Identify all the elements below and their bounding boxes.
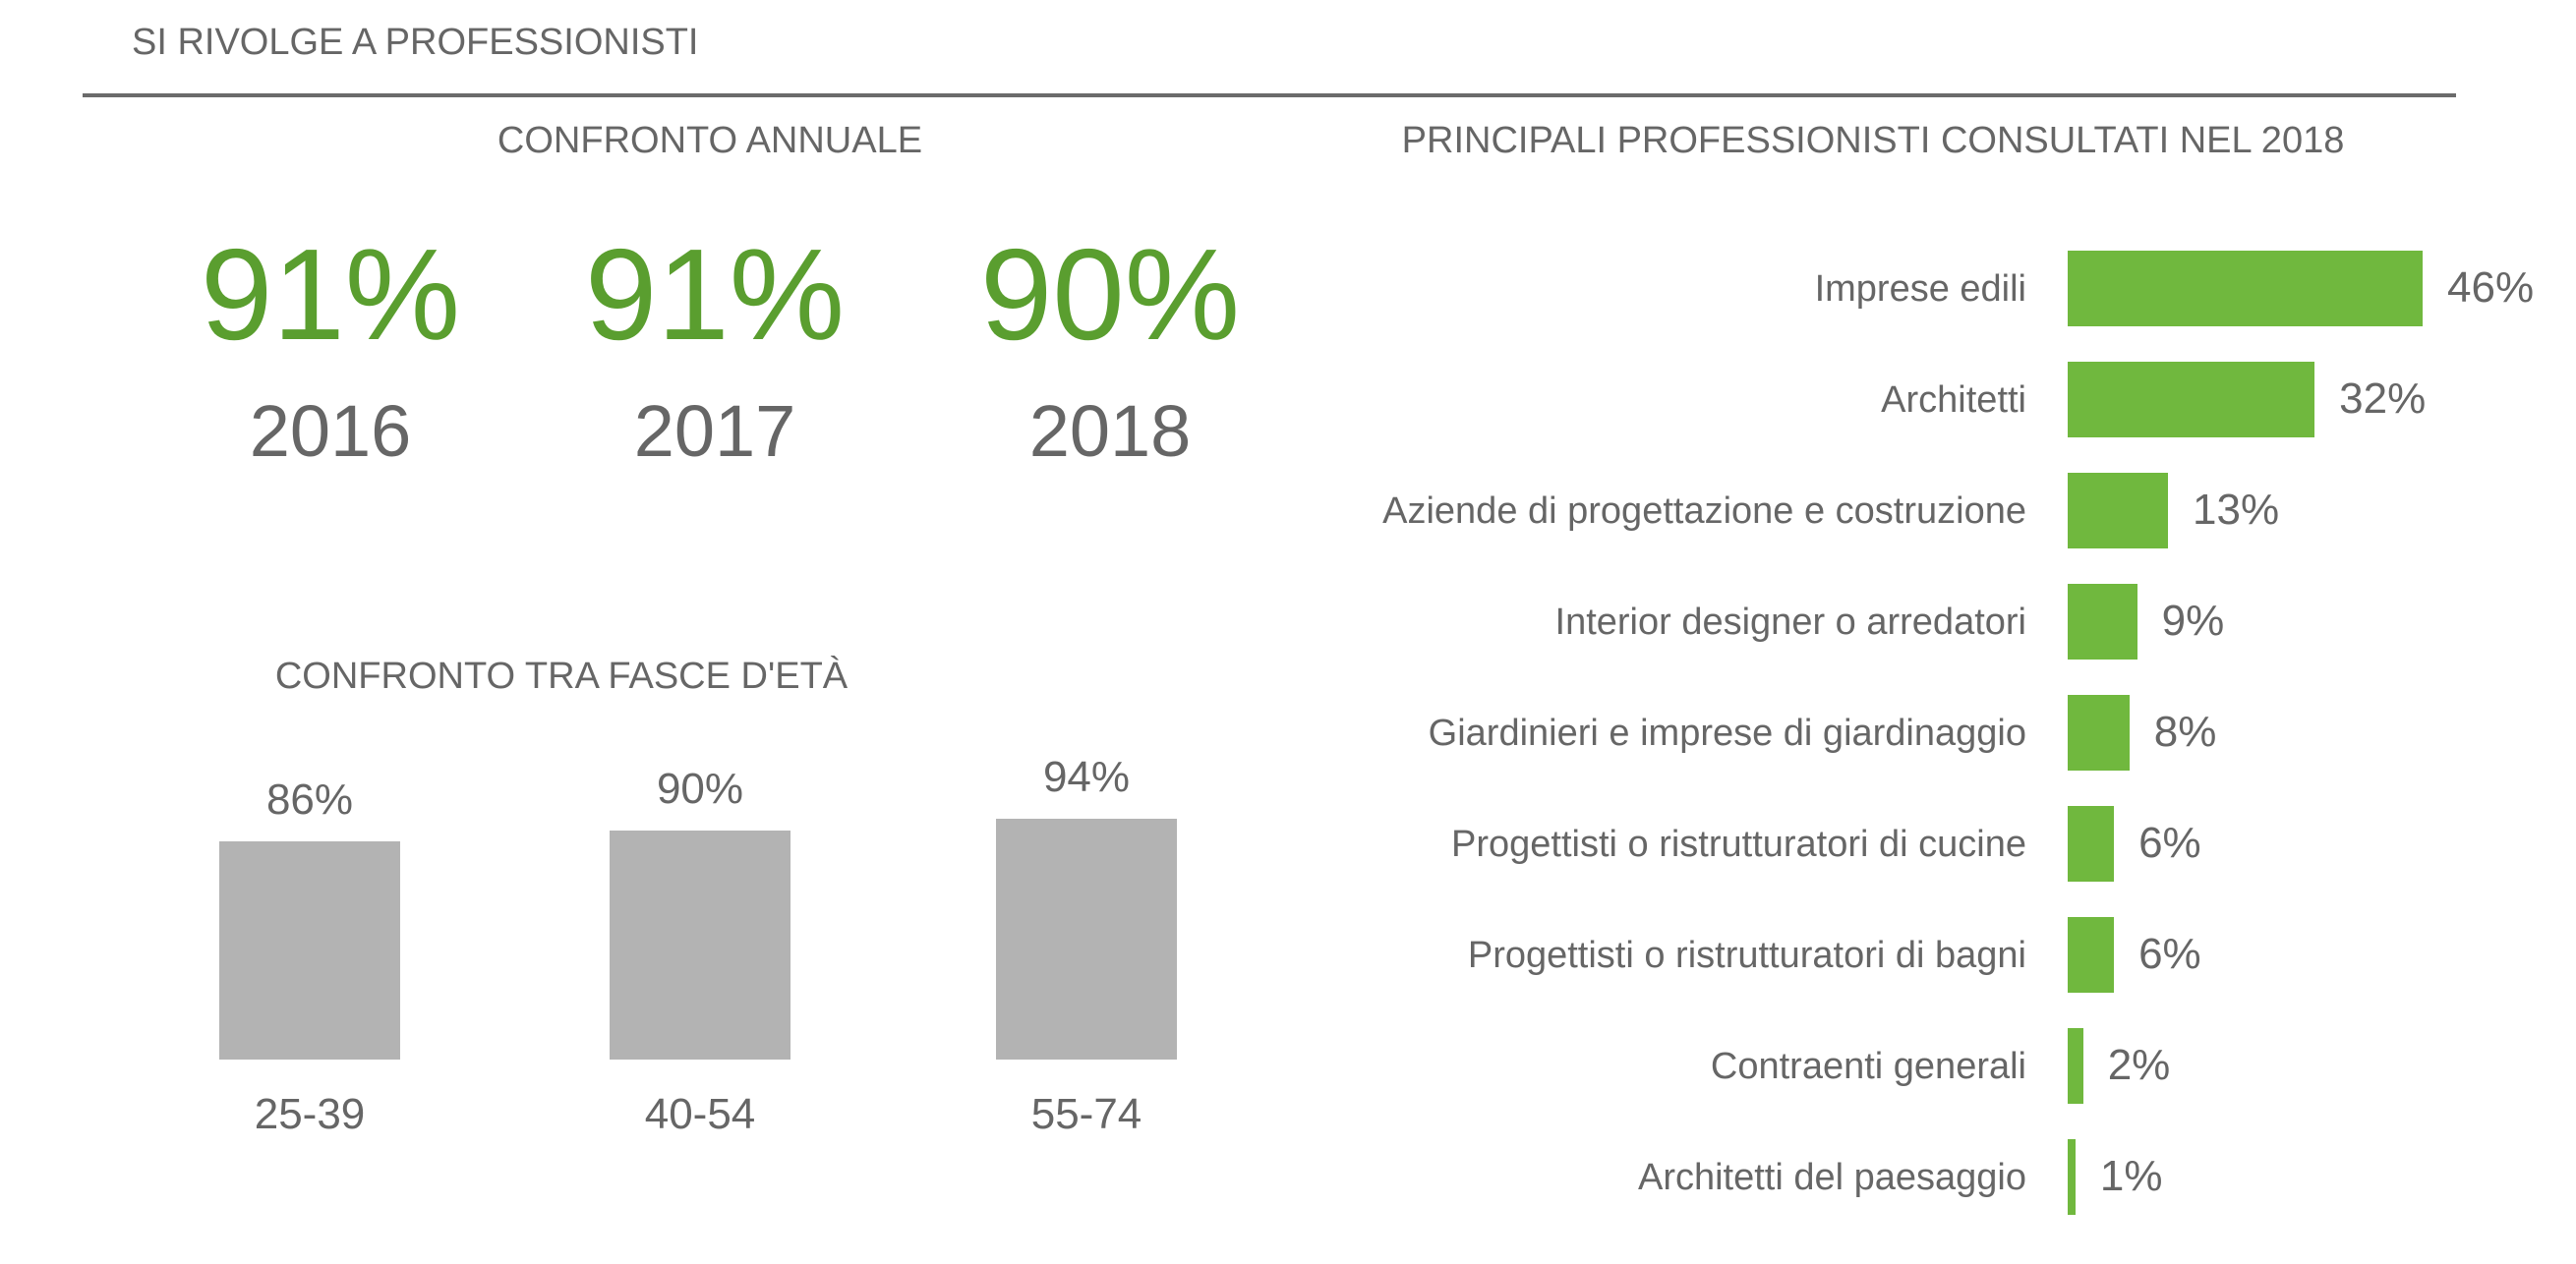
pro-bar-value-label: 6% [2138, 819, 2201, 867]
pro-bar-value-label: 6% [2138, 930, 2201, 978]
pro-bar [2068, 1139, 2076, 1215]
pro-bar [2068, 695, 2130, 771]
annual-value-2018: 90% [979, 222, 1241, 367]
pro-category-label: Contraenti generali [1710, 1045, 2026, 1087]
annual-heading: CONFRONTO ANNUALE [497, 120, 923, 161]
pro-bar [2068, 584, 2137, 660]
pro-category-label: Progettisti o ristrutturatori di cucine [1450, 823, 2026, 865]
annual-year-2017: 2017 [633, 390, 796, 472]
pro-bar [2068, 362, 2315, 437]
pro-category-label: Aziende di progettazione e costruzione [1382, 489, 2026, 532]
annual-year-2016: 2016 [249, 390, 412, 472]
pro-chart-title: PRINCIPALI PROFESSIONISTI CONSULTATI NEL… [1401, 120, 2345, 161]
pro-bar [2068, 1028, 2083, 1104]
title-divider [83, 93, 2456, 97]
pro-bar-value-label: 9% [2161, 597, 2225, 645]
pro-category-label: Interior designer o arredatori [1554, 601, 2026, 643]
pro-bar [2068, 473, 2169, 548]
pro-bar-value-label: 46% [2447, 263, 2535, 312]
age-bar-value-label: 90% [656, 764, 744, 813]
pro-bar [2068, 251, 2423, 326]
pro-bar-value-label: 13% [2193, 486, 2280, 534]
pro-bar-value-label: 1% [2099, 1152, 2163, 1200]
age-bar [219, 841, 400, 1060]
pro-category-label: Imprese edili [1814, 267, 2026, 310]
age-chart-title: CONFRONTO TRA FASCE D'ETÀ [274, 656, 849, 697]
pro-category-label: Giardinieri e imprese di giardinaggio [1428, 712, 2026, 754]
pro-bar-value-label: 32% [2339, 374, 2427, 423]
age-bar-value-label: 94% [1042, 753, 1131, 801]
page-title: SI RIVOLGE A PROFESSIONISTI [132, 22, 699, 63]
pro-category-label: Progettisti o ristrutturatori di bagni [1467, 934, 2026, 976]
age-category-label: 25-39 [254, 1090, 366, 1138]
age-bar-value-label: 86% [265, 776, 354, 825]
pro-bar-value-label: 2% [2107, 1041, 2171, 1089]
pro-bar [2068, 806, 2115, 882]
age-bar [996, 819, 1177, 1060]
age-category-label: 55-74 [1030, 1090, 1142, 1138]
annual-value-2016: 91% [200, 222, 461, 367]
age-category-label: 40-54 [644, 1090, 756, 1138]
pro-bar [2068, 917, 2115, 993]
annual-value-2017: 91% [584, 222, 846, 367]
annual-year-2018: 2018 [1028, 390, 1192, 472]
pro-bar-value-label: 8% [2153, 708, 2217, 756]
pro-category-label: Architetti del paesaggio [1637, 1156, 2026, 1198]
age-bar [610, 830, 790, 1060]
pro-category-label: Architetti [1881, 378, 2026, 421]
